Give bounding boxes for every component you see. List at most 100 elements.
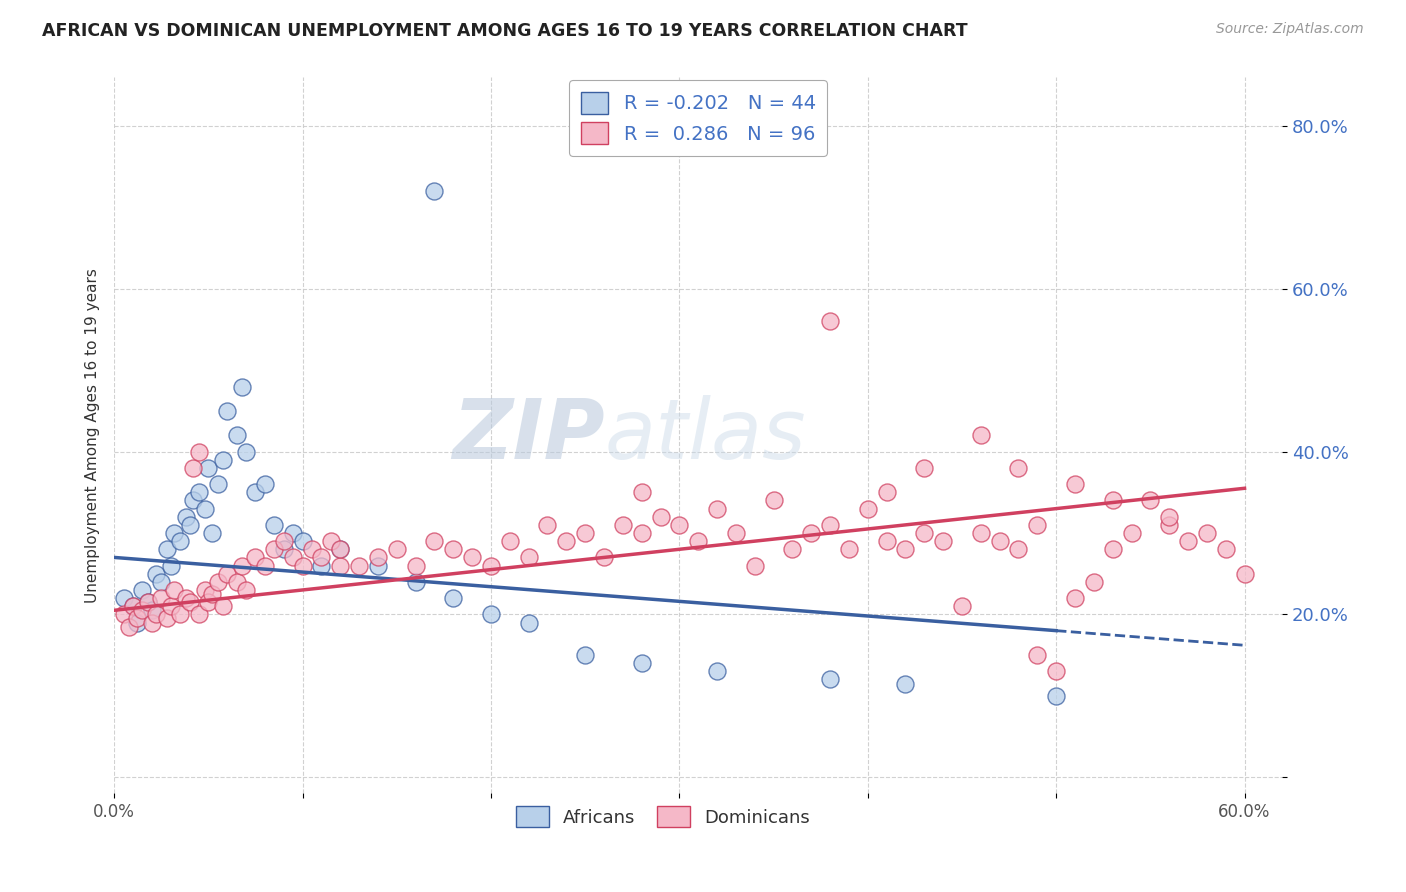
- Point: [112, 591, 135, 606]
- Point: [212, 599, 235, 614]
- Point: [1064, 477, 1087, 491]
- Point: [1007, 461, 1029, 475]
- Point: [197, 595, 219, 609]
- Point: [894, 542, 917, 557]
- Point: [122, 599, 145, 614]
- Point: [894, 676, 917, 690]
- Point: [253, 477, 276, 491]
- Point: [125, 611, 148, 625]
- Point: [329, 542, 352, 557]
- Point: [385, 542, 408, 557]
- Point: [156, 611, 179, 625]
- Point: [235, 444, 257, 458]
- Point: [174, 591, 197, 606]
- Point: [263, 517, 285, 532]
- Point: [245, 550, 267, 565]
- Point: [1177, 534, 1199, 549]
- Point: [201, 587, 224, 601]
- Point: [593, 550, 616, 565]
- Point: [347, 558, 370, 573]
- Point: [207, 477, 229, 491]
- Point: [838, 542, 860, 557]
- Point: [329, 542, 352, 557]
- Point: [461, 550, 484, 565]
- Point: [131, 582, 153, 597]
- Legend: Africans, Dominicans: Africans, Dominicans: [509, 799, 817, 834]
- Point: [724, 526, 747, 541]
- Point: [479, 607, 502, 622]
- Point: [574, 526, 596, 541]
- Point: [311, 550, 333, 565]
- Point: [159, 599, 181, 614]
- Point: [668, 517, 690, 532]
- Point: [159, 558, 181, 573]
- Point: [1045, 689, 1067, 703]
- Point: [273, 542, 295, 557]
- Point: [1139, 493, 1161, 508]
- Point: [1159, 517, 1181, 532]
- Point: [876, 534, 898, 549]
- Point: [630, 485, 652, 500]
- Point: [225, 428, 247, 442]
- Point: [163, 526, 186, 541]
- Point: [800, 526, 823, 541]
- Point: [517, 615, 540, 630]
- Point: [145, 607, 167, 622]
- Point: [423, 534, 446, 549]
- Point: [856, 501, 879, 516]
- Point: [188, 485, 211, 500]
- Point: [136, 595, 159, 609]
- Point: [479, 558, 502, 573]
- Point: [1083, 574, 1105, 589]
- Point: [1195, 526, 1218, 541]
- Point: [441, 591, 464, 606]
- Point: [217, 404, 239, 418]
- Point: [245, 485, 267, 500]
- Point: [441, 542, 464, 557]
- Point: [1045, 665, 1067, 679]
- Point: [988, 534, 1011, 549]
- Point: [612, 517, 634, 532]
- Point: [782, 542, 804, 557]
- Point: [1101, 493, 1123, 508]
- Point: [225, 574, 247, 589]
- Point: [207, 574, 229, 589]
- Text: atlas: atlas: [605, 395, 807, 476]
- Text: Source: ZipAtlas.com: Source: ZipAtlas.com: [1216, 22, 1364, 37]
- Point: [231, 379, 253, 393]
- Point: [194, 501, 217, 516]
- Point: [405, 558, 427, 573]
- Point: [194, 582, 217, 597]
- Point: [235, 582, 257, 597]
- Point: [1233, 566, 1256, 581]
- Point: [555, 534, 578, 549]
- Point: [1064, 591, 1087, 606]
- Point: [179, 517, 201, 532]
- Point: [163, 582, 186, 597]
- Text: AFRICAN VS DOMINICAN UNEMPLOYMENT AMONG AGES 16 TO 19 YEARS CORRELATION CHART: AFRICAN VS DOMINICAN UNEMPLOYMENT AMONG …: [42, 22, 967, 40]
- Point: [197, 461, 219, 475]
- Point: [181, 461, 204, 475]
- Point: [169, 607, 191, 622]
- Point: [818, 314, 841, 328]
- Point: [1159, 509, 1181, 524]
- Point: [650, 509, 672, 524]
- Point: [231, 558, 253, 573]
- Point: [169, 534, 191, 549]
- Point: [150, 574, 173, 589]
- Point: [253, 558, 276, 573]
- Point: [1121, 526, 1143, 541]
- Point: [122, 599, 145, 614]
- Point: [706, 665, 728, 679]
- Point: [1215, 542, 1237, 557]
- Point: [112, 607, 135, 622]
- Point: [136, 595, 159, 609]
- Point: [367, 558, 389, 573]
- Point: [818, 673, 841, 687]
- Point: [145, 566, 167, 581]
- Point: [970, 526, 993, 541]
- Point: [706, 501, 728, 516]
- Point: [630, 526, 652, 541]
- Point: [118, 619, 141, 633]
- Point: [574, 648, 596, 662]
